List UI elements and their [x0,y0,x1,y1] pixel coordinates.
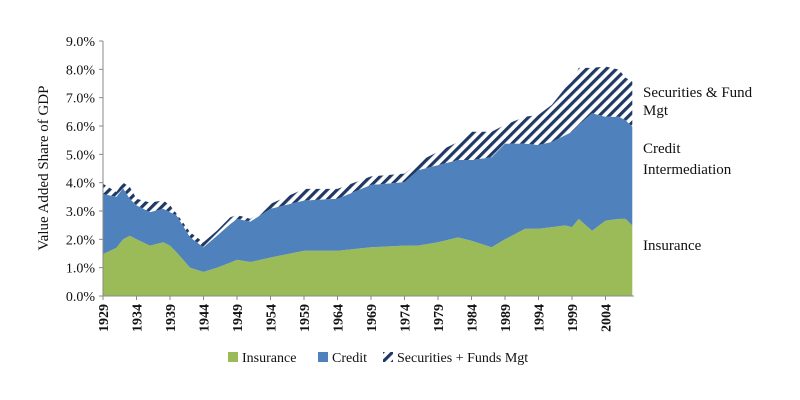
x-tick-label: 1959 [298,304,313,332]
y-tick-label: 0.0% [66,290,96,305]
x-tick-label: 1994 [533,304,548,332]
y-tick-label: 6.0% [66,120,96,135]
x-tick-label: 1974 [399,304,414,332]
y-tick-label: 2.0% [66,233,96,248]
legend-swatch [228,352,238,362]
y-tick-label: 7.0% [66,92,96,107]
x-tick-label: 2004 [600,304,615,332]
y-tick-label: 5.0% [66,148,96,163]
legend-label: Insurance [242,351,296,366]
series-annotation: Credit [643,141,681,157]
area-insurance [103,218,633,296]
x-tick-label: 1949 [231,304,246,332]
area-securities-funds-mgt [103,66,633,248]
legend-swatch [318,352,328,362]
x-tick-label: 1954 [265,304,280,332]
y-tick-label: 3.0% [66,205,96,220]
x-tick-label: 1979 [432,304,447,332]
area-credit [103,113,633,272]
x-tick-label: 1929 [97,304,112,332]
y-tick-label: 4.0% [66,177,96,192]
y-tick-label: 8.0% [66,63,96,78]
x-tick-label: 1944 [198,304,213,332]
y-axis-label: Value Added Share of GDP [36,86,52,251]
x-tick-label: 1934 [131,304,146,332]
x-tick-label: 1989 [499,304,514,332]
x-tick-label: 1939 [164,304,179,332]
x-tick-label: 1984 [466,304,481,332]
legend-label: Credit [332,351,367,366]
y-tick-label: 1.0% [66,262,96,277]
x-tick-label: 1964 [332,304,347,332]
series-annotation: Securities & Fund [643,85,753,101]
legend-label: Securities + Funds Mgt [397,351,528,366]
legend-swatch [383,352,393,362]
series-annotation: Intermediation [643,162,732,178]
x-tick-label: 1999 [566,304,581,332]
series-annotation: Insurance [643,238,702,254]
series-annotation: Mgt [643,103,669,119]
x-tick-label: 1969 [365,304,380,332]
y-tick-label: 9.0% [66,35,96,50]
